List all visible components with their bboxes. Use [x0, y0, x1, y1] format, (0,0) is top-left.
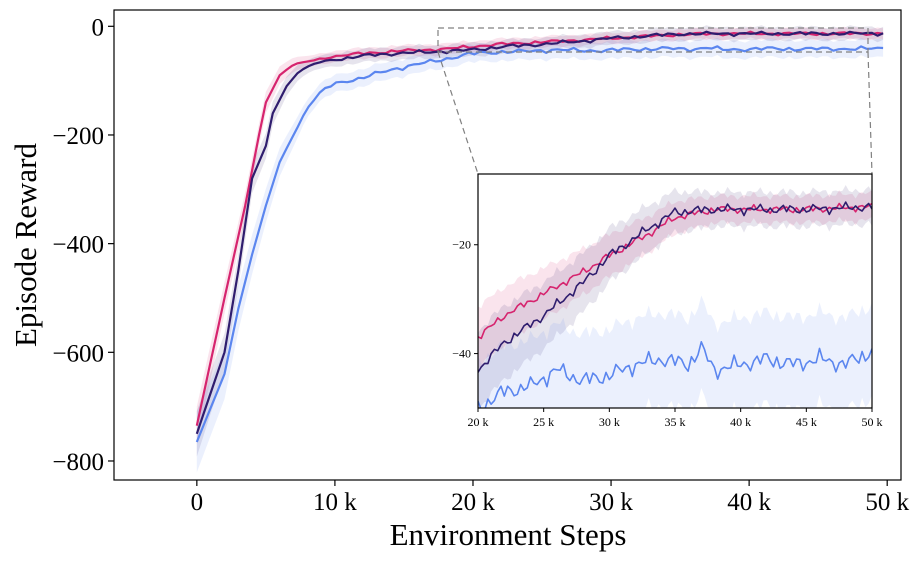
inset-x-tick-label: 20 k: [468, 415, 489, 429]
series-a-line-inset: [478, 202, 872, 340]
y-tick-label: −800: [52, 449, 104, 476]
inset-y-ticks: −20 −40: [452, 238, 478, 361]
series-c-line-main: [195, 45, 884, 443]
inset-x-tick-label: 40 k: [730, 415, 751, 429]
main-series-lines: [195, 30, 884, 443]
zoom-connector-left: [437, 51, 479, 175]
inset-y-tick-label: −40: [452, 347, 471, 361]
inset-x-tick-label: 30 k: [599, 415, 620, 429]
y-tick-label: −400: [52, 232, 104, 259]
inset-x-tick-label: 50 k: [862, 415, 883, 429]
inset-background: [478, 174, 872, 408]
inset-x-ticks: 20 k 25 k 30 k 35 k 40 k 45 k 50 k: [468, 408, 883, 429]
main-x-ticks: 0 10 k 20 k 30 k 40 k 50 k: [191, 480, 910, 516]
zoom-connector-right: [867, 51, 873, 175]
x-tick-label: 0: [191, 489, 204, 516]
series-b-band-inset: [478, 185, 872, 408]
x-tick-label: 20 k: [451, 489, 495, 516]
x-tick-label: 30 k: [589, 489, 633, 516]
x-tick-label: 50 k: [865, 489, 909, 516]
series-c-band-inset: [478, 295, 872, 408]
inset-x-tick-label: 25 k: [533, 415, 554, 429]
x-axis-label: Environment Steps: [390, 517, 627, 552]
x-tick-label: 40 k: [727, 489, 771, 516]
y-tick-label: 0: [92, 14, 105, 41]
inset-y-tick-label: −20: [452, 238, 471, 252]
inset-series-lines: [478, 201, 872, 408]
x-tick-label: 10 k: [313, 489, 357, 516]
y-axis-label: Episode Reward: [8, 142, 43, 347]
series-b-line-main: [195, 30, 884, 435]
series-c-line-inset: [478, 341, 872, 408]
y-tick-label: −200: [52, 123, 104, 150]
inset-x-tick-label: 35 k: [665, 415, 686, 429]
zoom-region-box: [437, 27, 869, 53]
main-plot-frame: [113, 9, 902, 481]
main-y-ticks: 0 −200 −400 −600 −800: [52, 14, 114, 476]
y-tick-label: −600: [52, 340, 104, 367]
series-b-line-inset: [478, 201, 872, 373]
inset-x-tick-label: 45 k: [796, 415, 817, 429]
